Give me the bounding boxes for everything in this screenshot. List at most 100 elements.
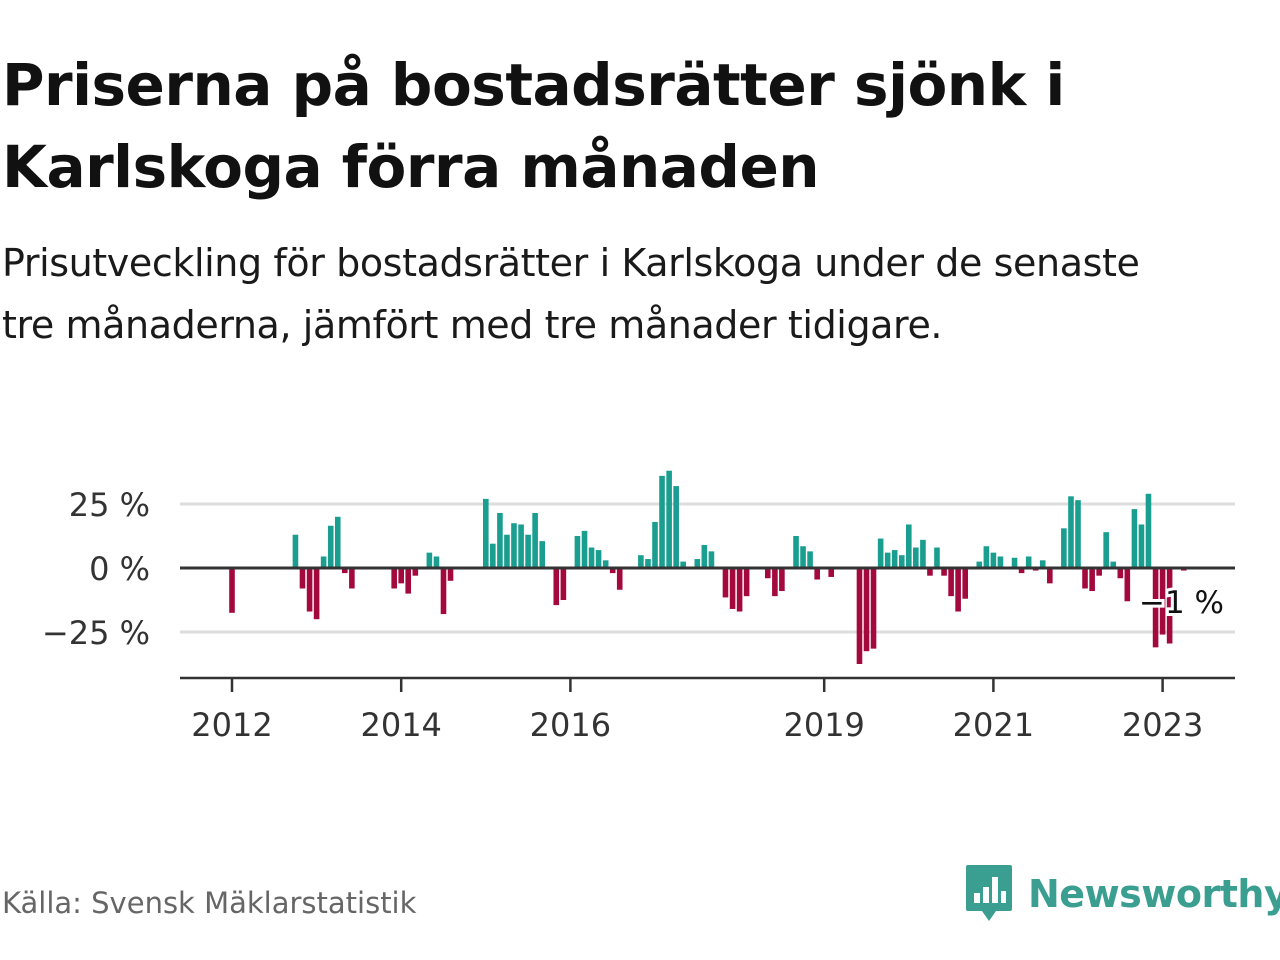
bar [645, 559, 651, 568]
bar [398, 568, 404, 584]
bar [483, 498, 489, 568]
bar [595, 550, 602, 568]
bar [743, 568, 750, 597]
bar [334, 516, 341, 568]
bar [313, 568, 320, 620]
bar [292, 534, 299, 568]
bar [532, 512, 538, 568]
bar [814, 568, 820, 580]
bar [320, 556, 327, 568]
bar [1089, 568, 1095, 592]
bar [391, 568, 397, 589]
bar [412, 568, 419, 576]
bar [898, 555, 905, 568]
bar [1061, 528, 1067, 568]
bar [497, 512, 503, 568]
bar [1018, 568, 1025, 574]
bar [405, 568, 412, 594]
bar [990, 552, 997, 568]
bar [856, 568, 863, 664]
bar [800, 546, 806, 568]
bar [616, 568, 623, 590]
bar [1159, 568, 1166, 635]
chart-subtitle: Prisutveckling för bostadsrätter i Karls… [2, 241, 1140, 347]
last-value-label: −1 % [1139, 585, 1224, 621]
bar [997, 556, 1004, 568]
bar [1145, 493, 1152, 568]
x-tick-label: 2014 [360, 706, 441, 744]
x-tick-label: 2023 [1122, 706, 1203, 744]
y-tick-label: 25 % [69, 486, 150, 524]
bar [447, 568, 454, 581]
bar-chart: 25 % 0 % −25 % 2012 2014 2016 2019 2021 2023 −1 % [42, 470, 1235, 744]
bar [1068, 496, 1074, 568]
bar [1166, 568, 1173, 644]
gridlines [180, 502, 1235, 634]
bar [433, 556, 440, 568]
bar [807, 551, 813, 568]
bar [1124, 568, 1131, 602]
bar [1152, 568, 1159, 648]
bar [694, 559, 701, 568]
x-tick-label: 2021 [953, 706, 1034, 744]
bar [1138, 524, 1145, 568]
x-tick-label: 2016 [530, 706, 611, 744]
bar [1047, 568, 1053, 584]
bar [722, 568, 729, 598]
bar [553, 568, 560, 606]
bar [1039, 560, 1046, 568]
bar [518, 524, 524, 568]
bar [736, 568, 743, 612]
bar [426, 552, 433, 568]
bar [891, 550, 898, 568]
bar [652, 521, 658, 568]
y-tick-label: 0 % [89, 550, 150, 588]
bar [602, 560, 609, 568]
bar [327, 525, 334, 568]
bar [659, 475, 665, 568]
source-note: Källa: Svensk Mäklarstatistik [2, 886, 417, 920]
bar [560, 568, 567, 600]
bar [962, 568, 969, 599]
bar [638, 555, 644, 568]
bar [1075, 500, 1081, 568]
y-tick-label: −25 % [42, 614, 150, 652]
bar [341, 568, 348, 574]
bar [666, 470, 672, 568]
bar [609, 568, 616, 574]
bar [701, 544, 708, 568]
labels: 25 % 0 % −25 % 2012 2014 2016 2019 2021 2023 −1 % [42, 486, 1227, 744]
bars [229, 470, 1187, 664]
bar [1025, 556, 1032, 568]
bar [299, 568, 306, 589]
bar [1117, 568, 1124, 579]
bar [1103, 532, 1109, 568]
bar [906, 524, 912, 568]
bar [877, 538, 884, 568]
bar [504, 534, 510, 568]
bar [588, 547, 595, 568]
bar [680, 561, 686, 568]
bar [440, 568, 447, 615]
bar [934, 547, 940, 568]
bar [1011, 557, 1018, 568]
bar [574, 536, 581, 568]
axes [180, 566, 1235, 692]
bar [948, 568, 954, 597]
bar [1096, 568, 1102, 576]
bar [1131, 509, 1138, 568]
bar [941, 568, 947, 576]
bar [793, 536, 799, 568]
brand-logo[interactable]: Newsworthy [964, 862, 1280, 926]
bar [870, 568, 877, 649]
bar [673, 486, 679, 568]
bar [884, 552, 891, 568]
bar [913, 547, 919, 568]
bar [729, 568, 736, 609]
bar [708, 551, 715, 568]
bar [1110, 561, 1117, 568]
bar [976, 561, 983, 568]
bar [539, 541, 546, 568]
bar [349, 568, 355, 589]
bar [490, 543, 496, 568]
